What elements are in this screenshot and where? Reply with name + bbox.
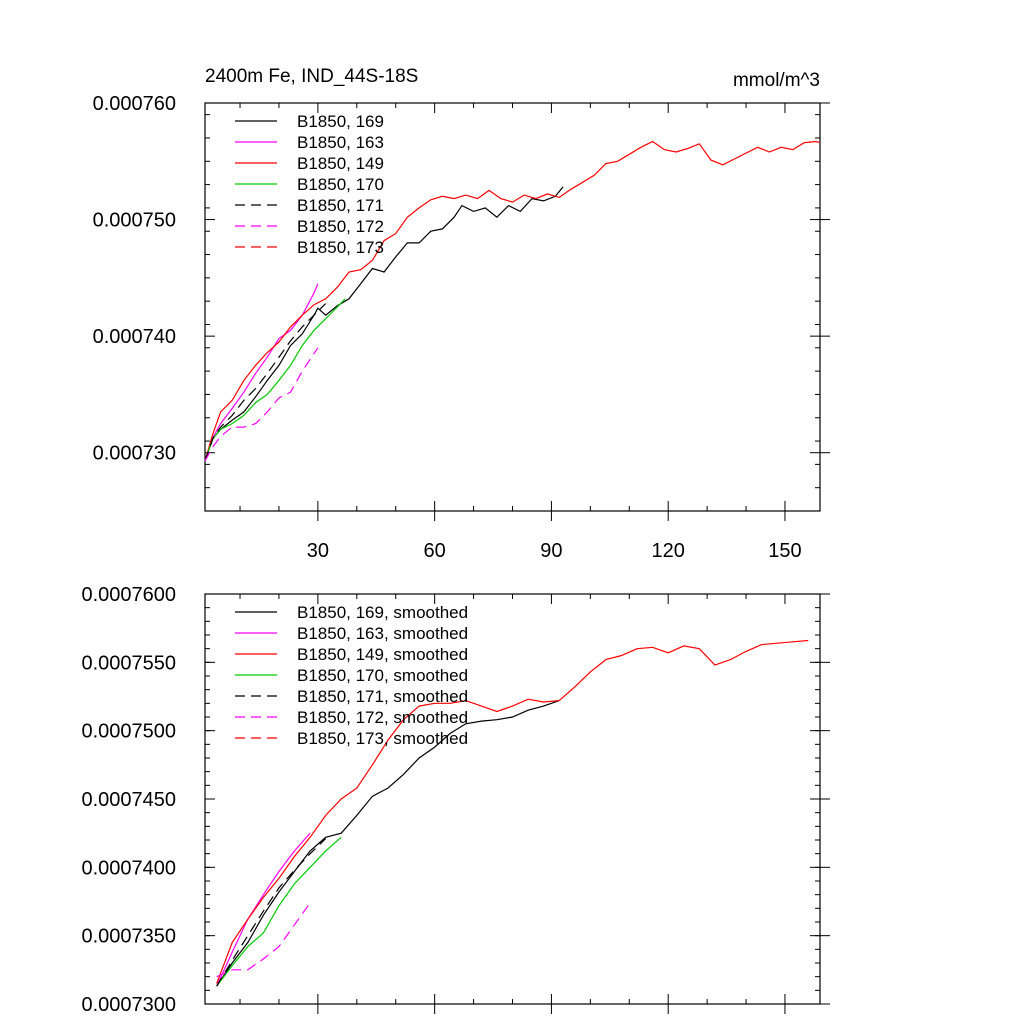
top-xtick-label: 120: [652, 540, 685, 562]
top-legend-label: B1850, 170: [297, 175, 384, 194]
top-series-line-2: [204, 283, 319, 462]
bottom-ytick-label: 0.0007450: [81, 789, 176, 811]
bottom-series-line-3: [216, 639, 809, 984]
top-xtick-label: 60: [424, 540, 446, 562]
bottom-ytick-label: 0.0007550: [81, 652, 176, 674]
top-ytick-label: 0.000730: [93, 443, 176, 465]
top-panel-units: mmol/m^3: [733, 70, 820, 91]
bottom-panel-ticks: 0.0007300 0.0007350 0.0007400 0.0007450 0.00…: [81, 584, 830, 1016]
top-panel: 2400m Fe, IND_44S-18S mmol/m^3 30 60 90 120…: [93, 66, 830, 562]
top-legend-label: B1850, 149: [297, 154, 384, 173]
bottom-panel-series: [216, 639, 809, 987]
bottom-legend-label: B1850, 149, smoothed: [297, 645, 468, 664]
top-panel-legend: B1850, 169 B1850, 163 B1850, 149 B1850, 170…: [235, 112, 384, 257]
top-series-line-5: [204, 303, 327, 462]
bottom-ytick-label: 0.0007500: [81, 721, 176, 743]
bottom-panel: 0.0007300 0.0007350 0.0007400 0.0007450 0.00…: [81, 584, 830, 1016]
top-xtick-label: 90: [540, 540, 562, 562]
top-xtick-label: 150: [768, 540, 801, 562]
bottom-panel-legend: B1850, 169, smoothed B1850, 163, smoothed…: [235, 603, 468, 748]
top-series-line-1: [204, 186, 564, 462]
bottom-legend-label: B1850, 171, smoothed: [297, 687, 468, 706]
top-panel-ticks: 30 60 90 120 150 0.000730 0.000740 0.000750 0.00…: [93, 93, 830, 562]
bottom-legend-label: B1850, 169, smoothed: [297, 603, 468, 622]
top-legend-label: B1850, 171: [297, 196, 384, 215]
bottom-legend-label: B1850, 172, smoothed: [297, 708, 468, 727]
top-series-line-4: [204, 298, 346, 462]
bottom-legend-label: B1850, 170, smoothed: [297, 666, 468, 685]
bottom-ytick-label: 0.0007400: [81, 857, 176, 879]
top-legend-label: B1850, 169: [297, 112, 384, 131]
bottom-series-line-4: [216, 836, 342, 987]
top-legend-label: B1850, 163: [297, 133, 384, 152]
top-series-line-3: [204, 140, 821, 462]
top-panel-title: 2400m Fe, IND_44S-18S: [205, 66, 418, 87]
top-ytick-label: 0.000740: [93, 326, 176, 348]
bottom-series-line-5: [216, 838, 327, 987]
top-panel-series: [204, 140, 821, 462]
top-legend-label: B1850, 172: [297, 217, 384, 236]
bottom-legend-label: B1850, 173, smoothed: [297, 729, 468, 748]
bottom-ytick-label: 0.0007600: [81, 584, 176, 606]
top-xtick-label: 30: [307, 540, 329, 562]
bottom-series-line-6: [216, 902, 311, 978]
top-legend-label: B1850, 173: [297, 238, 384, 257]
top-ytick-label: 0.000750: [93, 210, 176, 232]
bottom-ytick-label: 0.0007300: [81, 994, 176, 1016]
bottom-legend-label: B1850, 163, smoothed: [297, 624, 468, 643]
bottom-ytick-label: 0.0007350: [81, 926, 176, 948]
bottom-series-line-2: [216, 832, 311, 987]
bottom-series-line-1: [216, 700, 560, 987]
top-ytick-label: 0.000760: [93, 93, 176, 115]
